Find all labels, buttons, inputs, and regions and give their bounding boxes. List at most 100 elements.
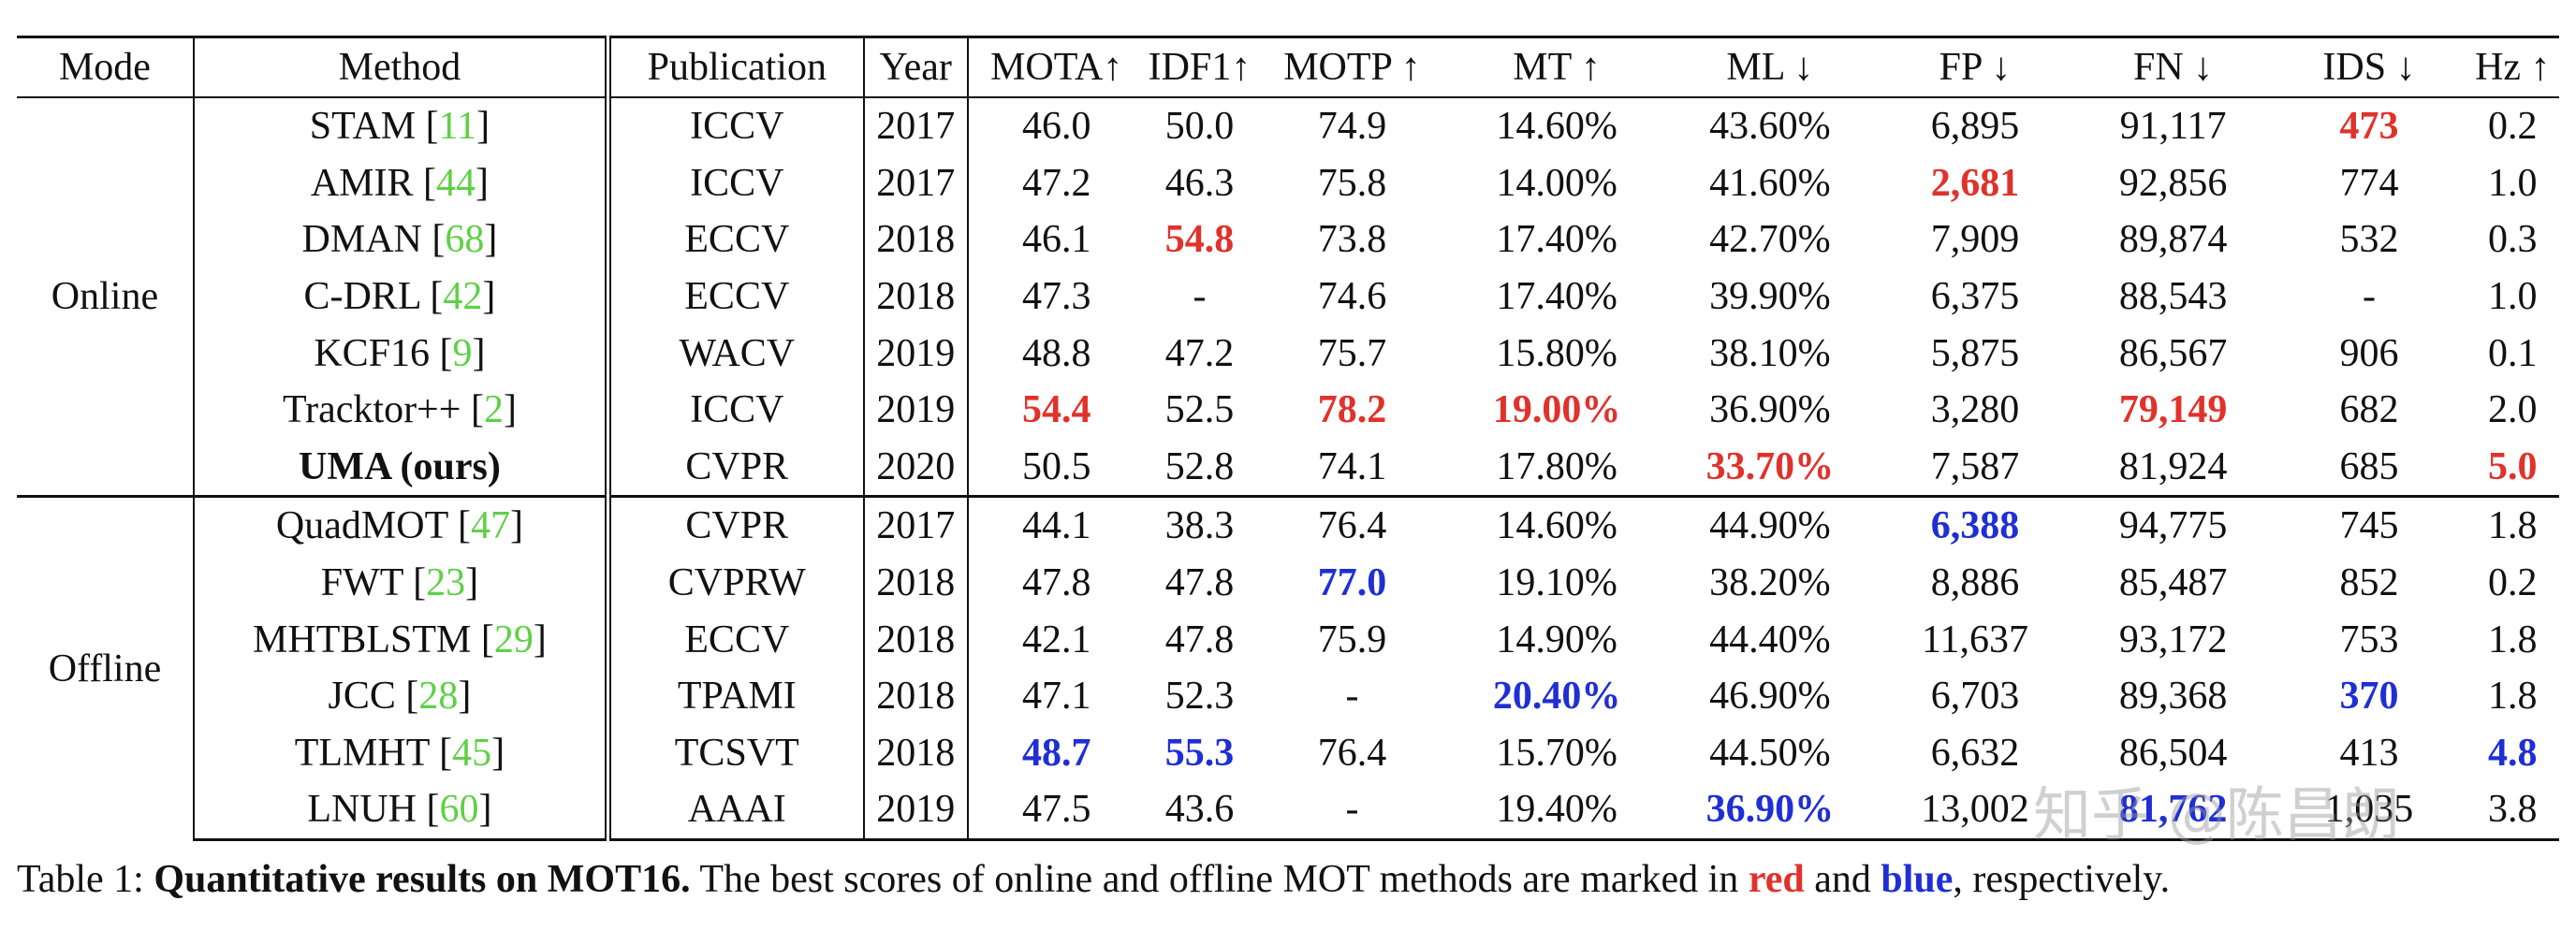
- metric-cell: 52.3: [1164, 675, 1235, 719]
- metric-cell: 44.90%: [1663, 495, 1877, 555]
- publication-cell: CVPR: [607, 495, 865, 555]
- metric-cell: 852: [2339, 561, 2399, 605]
- metric-cell: 17.80%: [1496, 444, 1617, 488]
- metric-cell: 19.40%: [1449, 781, 1664, 841]
- method-name: FWT [23]: [193, 554, 611, 612]
- metric-cell: 47.8: [1021, 561, 1091, 605]
- metric-cell: 370: [2339, 675, 2399, 719]
- metric-cell: 43.6: [1144, 781, 1255, 841]
- metric-cell: 532: [2339, 218, 2399, 262]
- metric-cell: 81,924: [2118, 444, 2228, 488]
- column-header: IDF1↑: [1144, 36, 1255, 98]
- citation-link[interactable]: 29: [493, 618, 534, 661]
- metric-cell: 6,375: [1930, 275, 2020, 319]
- metric-cell: 17.40%: [1496, 218, 1617, 262]
- metric-cell: -: [1193, 275, 1207, 319]
- caption-prefix: Table 1:: [17, 858, 154, 901]
- metric-cell: 79,149: [2118, 388, 2228, 432]
- metric-cell: 75.8: [1317, 161, 1387, 205]
- year-cell: 2018: [863, 667, 969, 725]
- mode-label: Online: [17, 97, 195, 497]
- metric-cell: 89,368: [2118, 675, 2228, 719]
- metric-cell: 11,637: [1922, 618, 2028, 661]
- metric-cell: 47.5: [967, 781, 1145, 841]
- metric-cell: 78.2: [1317, 388, 1387, 432]
- method-name: LNUH [60]: [193, 781, 611, 841]
- metric-cell: 745: [2272, 495, 2466, 555]
- column-header: Method: [193, 36, 611, 98]
- metric-cell: 13,002: [1876, 781, 2074, 841]
- metric-cell: 48.7: [1021, 731, 1091, 775]
- method-name: STAM [11]: [193, 97, 611, 155]
- metric-cell: 38.10%: [1709, 331, 1831, 375]
- citation-link[interactable]: 28: [418, 675, 459, 719]
- metric-cell: 36.90%: [1709, 388, 1831, 432]
- metric-cell: 47.3: [1021, 275, 1091, 319]
- citation-link[interactable]: 44: [436, 161, 476, 205]
- metric-cell: 50.0: [1164, 105, 1235, 149]
- metric-cell: -: [1345, 675, 1359, 719]
- metric-cell: 682: [2339, 388, 2399, 432]
- table-row: Tracktor++ [2] ICCV 2019 54.4 52.5 78.2 19.00%…: [17, 381, 2559, 439]
- metric-cell: 38.3: [1144, 495, 1255, 555]
- metric-cell: 75.9: [1317, 618, 1387, 661]
- metric-cell: 7,587: [1930, 444, 2020, 488]
- publication-cell: ECCV: [607, 268, 865, 326]
- publication-cell: ECCV: [607, 211, 865, 269]
- table-row: KCF16 [9] WACV 2019 48.8 47.2 75.7 15.80% 38.10…: [17, 325, 2559, 382]
- table-row: UMA (ours) CVPR 2020 50.5 52.8 74.1 17.80% 33.7…: [17, 438, 2559, 497]
- metric-cell: 75.7: [1317, 331, 1387, 375]
- metric-cell: 1.8: [2488, 618, 2538, 661]
- publication-cell: ICCV: [607, 154, 865, 212]
- metric-cell: 76.4: [1317, 731, 1387, 775]
- caption-text: The best scores of online and offline MO…: [690, 858, 1749, 901]
- citation-link[interactable]: 42: [443, 275, 483, 319]
- column-header: IDS ↓: [2272, 36, 2466, 98]
- citation-link[interactable]: 47: [470, 504, 510, 548]
- metric-cell: 15.80%: [1496, 331, 1617, 375]
- citation-link[interactable]: 11: [438, 105, 477, 149]
- metric-cell: 7,909: [1930, 218, 2020, 262]
- metric-cell: 44.40%: [1709, 618, 1831, 661]
- header-row: Mode Method Publication Year MOTA↑ IDF1↑ MOTP …: [17, 36, 2559, 98]
- table-row: MHTBLSTM [29] ECCV 2018 42.1 47.8 75.9 14.90% 4…: [17, 611, 2559, 668]
- publication-cell: ICCV: [607, 381, 865, 439]
- metric-cell: 0.3: [2488, 218, 2538, 262]
- metric-cell: 54.8: [1164, 218, 1235, 262]
- metric-cell: 86,504: [2118, 731, 2228, 775]
- metric-cell: 6,388: [1876, 495, 2074, 555]
- method-name: AMIR [44]: [193, 154, 611, 212]
- metric-cell: 76.4: [1254, 495, 1450, 555]
- metric-cell: 91,117: [2119, 105, 2227, 149]
- citation-link[interactable]: 68: [445, 218, 485, 262]
- metric-cell: 41.60%: [1709, 161, 1831, 205]
- citation-link[interactable]: 2: [483, 388, 504, 432]
- metric-cell: 89,874: [2118, 218, 2228, 262]
- citation-link[interactable]: 9: [452, 331, 473, 375]
- year-cell: 2017: [863, 154, 969, 212]
- table-row: Offline QuadMOT [47] CVPR 2017 44.1 38.3 76.4 1…: [17, 495, 2559, 840]
- citation-link[interactable]: 60: [439, 788, 479, 832]
- citation-link[interactable]: 23: [426, 561, 466, 605]
- metric-cell: 14.90%: [1496, 618, 1617, 661]
- metric-cell: 2,681: [1930, 161, 2020, 205]
- metric-cell: 54.4: [1021, 388, 1091, 432]
- metric-cell: 74.1: [1317, 444, 1387, 488]
- metric-cell: 92,856: [2118, 161, 2228, 205]
- metric-cell: -: [1254, 781, 1450, 841]
- column-header: Hz ↑: [2466, 36, 2559, 98]
- caption-suffix: , respectively.: [1953, 858, 2171, 901]
- year-cell: 2020: [863, 438, 969, 497]
- metric-cell: -: [2362, 275, 2376, 319]
- year-cell: 2019: [863, 781, 969, 841]
- metric-cell: 73.8: [1317, 218, 1387, 262]
- metric-cell: 74.6: [1317, 275, 1387, 319]
- citation-link[interactable]: 45: [452, 731, 492, 775]
- method-name: MHTBLSTM [29]: [193, 611, 611, 668]
- publication-cell: AAAI: [607, 781, 865, 841]
- metric-cell: 46.90%: [1709, 675, 1831, 719]
- metric-cell: 46.0: [1021, 105, 1091, 149]
- metric-cell: 14.00%: [1496, 161, 1617, 205]
- metric-cell: 43.60%: [1709, 105, 1831, 149]
- metric-cell: 47.2: [1164, 331, 1235, 375]
